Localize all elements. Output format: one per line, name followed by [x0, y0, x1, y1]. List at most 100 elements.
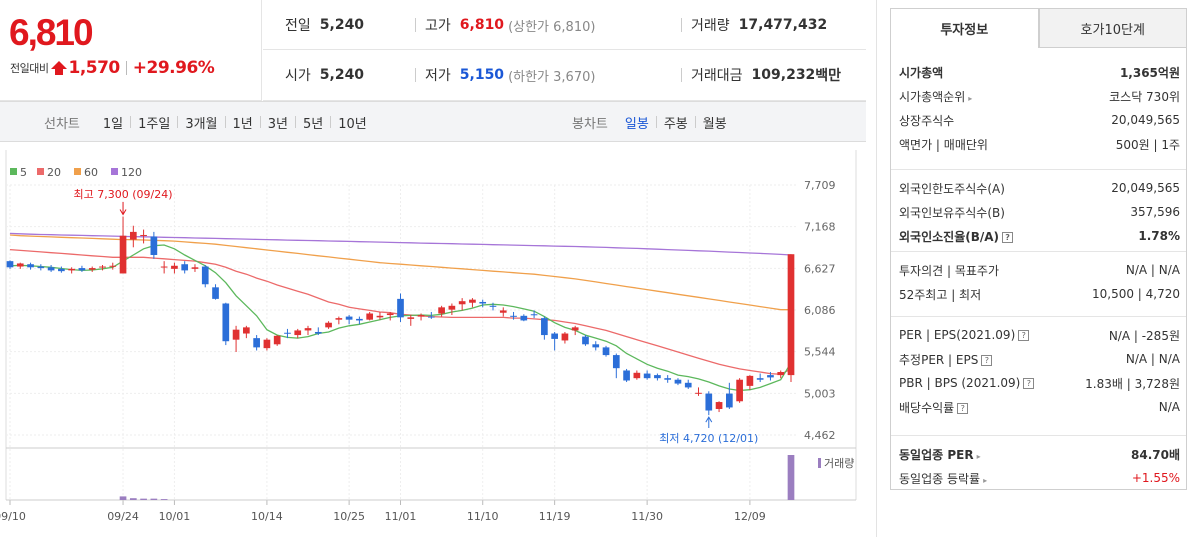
help-icon[interactable]: ?: [981, 354, 993, 366]
y-tick-label: 4,462: [804, 429, 836, 442]
high-cell: 고가 6,810 (상한가 6,810): [425, 0, 595, 50]
y-tick-label: 5,003: [804, 387, 836, 400]
volume-bar: [150, 498, 158, 500]
candle-body: [582, 336, 589, 345]
current-price-box: 6,810 전일대비 1,570 +29.96%: [0, 0, 262, 101]
invest-value: N/A | N/A: [1125, 352, 1180, 366]
invest-key: 외국인보유주식수(B): [899, 204, 1005, 221]
period-1y[interactable]: 1년: [232, 116, 253, 132]
invest-key: 추정PER | EPS?: [899, 351, 993, 368]
invest-value: 1.83배 | 3,728원: [1085, 376, 1180, 391]
candle-body: [479, 301, 487, 304]
candle-body: [181, 264, 189, 271]
invest-row: PBR | BPS (2021.09)? 1.83배 | 3,728원: [899, 371, 1180, 395]
divider: [295, 116, 296, 128]
caret-right-icon[interactable]: ▸: [976, 451, 981, 461]
invest-value: 20,049,565: [1111, 113, 1180, 127]
stock-main-panel: 6,810 전일대비 1,570 +29.96% 전일 5,240 고가 6,8…: [0, 0, 866, 537]
invest-key: 시가총액순위 ▸: [899, 88, 972, 105]
divider: [681, 18, 682, 32]
candle-body: [129, 231, 137, 240]
invest-row: 52주최고 | 최저 10,500 | 4,720: [899, 282, 1180, 306]
x-tick-label: 11/19: [539, 510, 571, 523]
help-icon[interactable]: ?: [957, 402, 969, 414]
invest-group-4: [891, 317, 1186, 436]
candle-body: [551, 333, 558, 339]
change-value: 1,570: [68, 58, 120, 78]
help-icon[interactable]: ?: [1023, 378, 1035, 389]
candle-body: [469, 299, 476, 303]
period-1d[interactable]: 1일: [102, 116, 124, 132]
candle-body: [438, 307, 445, 314]
invest-row: 동일업종 PER ▸ 84.70배: [899, 442, 1180, 466]
invest-key: 상장주식수: [899, 112, 954, 129]
invest-key-label: 배당수익률: [899, 400, 955, 415]
candle-body: [160, 266, 168, 268]
candle-monthly[interactable]: 월봉: [702, 116, 727, 132]
period-5y[interactable]: 5년: [303, 116, 324, 132]
legend-label: 60: [84, 166, 98, 179]
caret-right-icon[interactable]: ▸: [983, 475, 988, 485]
period-3m[interactable]: 3개월: [185, 116, 218, 132]
candle-body: [191, 267, 199, 269]
quote-summary: 전일 5,240 고가 6,810 (상한가 6,810) 거래량 17,477…: [263, 0, 866, 101]
tab-orderbook[interactable]: 호가10단계: [1038, 8, 1187, 48]
legend-label: 120: [121, 166, 142, 179]
candle-body: [736, 379, 743, 402]
candle-body: [304, 328, 312, 331]
price-chart: 7,709 7,168 6,627 6,086 5,544 5,003 4,462 09/10…: [0, 150, 866, 537]
candle-body: [756, 378, 764, 380]
candle-body: [345, 316, 353, 320]
period-3y[interactable]: 3년: [267, 116, 288, 132]
low-label: 저가: [425, 68, 451, 84]
candle-body: [654, 375, 661, 379]
invest-value: N/A | -285원: [1108, 328, 1180, 343]
volume-bar: [129, 498, 137, 500]
invest-key: PBR | BPS (2021.09)?: [899, 376, 1035, 390]
candle-body: [510, 315, 517, 317]
candle-body: [222, 303, 230, 342]
y-tick-label: 7,709: [804, 179, 836, 192]
candle-body: [119, 235, 127, 274]
candle-body: [458, 301, 466, 305]
candle-body: [592, 344, 600, 348]
candle-daily[interactable]: 일봉: [624, 116, 649, 132]
candle-body: [499, 310, 507, 313]
period-10y[interactable]: 10년: [338, 116, 367, 132]
legend-label: 20: [47, 166, 61, 179]
x-tick-label: 10/14: [251, 510, 283, 523]
candle-body: [643, 373, 651, 379]
candle-weekly[interactable]: 주봉: [663, 116, 688, 132]
invest-row: PER | EPS(2021.09)? N/A | -285원: [899, 323, 1180, 347]
invest-key-label: 투자의견 | 목표주가: [899, 263, 999, 278]
invest-value: 10,500 | 4,720: [1091, 287, 1180, 301]
invest-key-label: 시가총액: [899, 65, 944, 80]
candle-body: [335, 318, 343, 320]
candle-body: [427, 316, 435, 318]
legend-swatch: [37, 168, 44, 175]
open-label: 시가: [285, 68, 311, 84]
invest-key: 동일업종 PER ▸: [899, 446, 981, 463]
volume-bar: [160, 499, 168, 500]
chart-toolbar: 선차트 1일 1주일 3개월 1년 3년 5년 10년 봉차트 일봉 주봉 월봉: [0, 101, 866, 142]
caret-right-icon[interactable]: ▸: [968, 93, 973, 103]
candle-body: [417, 315, 425, 317]
invest-tabs: 투자정보 호가10단계: [890, 8, 1187, 48]
candle-body: [767, 375, 774, 378]
divider: [224, 116, 226, 128]
candle-body: [674, 379, 682, 384]
volume-label: 거래량: [691, 18, 730, 34]
period-1w[interactable]: 1주일: [138, 116, 171, 132]
candle-body: [140, 234, 147, 236]
candle-body: [150, 236, 158, 255]
open-value: 5,240: [319, 67, 365, 83]
candle-body: [612, 355, 620, 369]
candle-body: [109, 265, 117, 267]
invest-key: 52주최고 | 최저: [899, 286, 981, 303]
tab-invest-info[interactable]: 투자정보: [890, 8, 1039, 48]
help-icon[interactable]: ?: [1018, 330, 1030, 341]
help-icon[interactable]: ?: [1002, 231, 1014, 243]
candle-body: [746, 375, 754, 386]
divider: [694, 116, 696, 128]
divider: [125, 61, 127, 75]
